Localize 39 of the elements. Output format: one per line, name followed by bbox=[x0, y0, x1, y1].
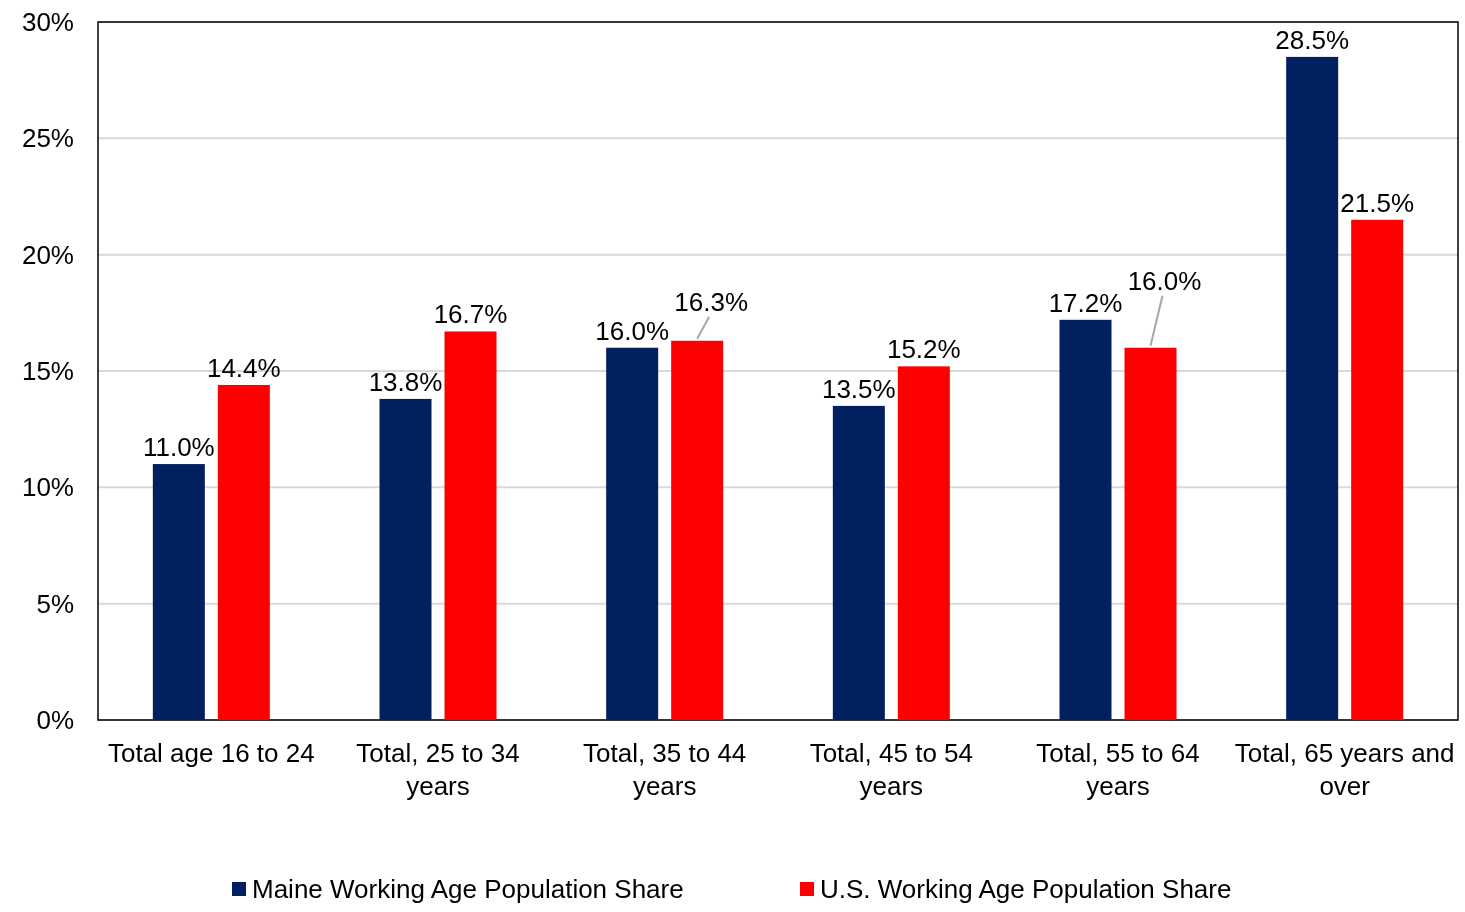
y-tick-label: 0% bbox=[36, 705, 74, 735]
data-label: 16.0% bbox=[1127, 265, 1202, 296]
y-tick-label: 5% bbox=[36, 588, 74, 619]
legend-label: Maine Working Age Population Share bbox=[252, 874, 684, 904]
data-label: 15.2% bbox=[886, 334, 961, 365]
x-tick-label: Total, 65 years and over bbox=[1234, 738, 1455, 801]
x-tick-label: Total, 35 to 44 years bbox=[582, 738, 747, 801]
x-tick-label: Total, 55 to 64 years bbox=[1036, 738, 1200, 801]
legend-label: U.S. Working Age Population Share bbox=[820, 874, 1232, 904]
bar bbox=[217, 384, 270, 720]
data-label: 21.5% bbox=[1340, 187, 1415, 218]
y-tick-label: 15% bbox=[21, 356, 74, 386]
bar bbox=[606, 347, 659, 720]
data-label: 13.8% bbox=[368, 366, 443, 397]
x-tick-label: Total, 25 to 34 years bbox=[356, 738, 520, 801]
bar bbox=[379, 398, 432, 720]
bar bbox=[1286, 56, 1339, 720]
data-label: 28.5% bbox=[1275, 24, 1350, 55]
bar bbox=[1059, 319, 1112, 720]
data-label: 14.4% bbox=[206, 352, 281, 383]
x-tick-label: Total, 45 to 54 years bbox=[809, 738, 974, 801]
data-label: 13.5% bbox=[821, 373, 896, 404]
bar bbox=[1351, 219, 1404, 720]
data-label: 16.7% bbox=[433, 299, 508, 330]
bar bbox=[671, 340, 724, 720]
bar bbox=[832, 405, 885, 720]
x-tick-label: Total age 16 to 24 bbox=[107, 738, 315, 768]
data-label: 17.2% bbox=[1048, 287, 1123, 318]
data-label: 16.3% bbox=[674, 286, 749, 317]
bar bbox=[444, 331, 497, 720]
y-tick-label: 25% bbox=[21, 123, 74, 154]
data-label: 11.0% bbox=[142, 432, 215, 463]
bar bbox=[152, 464, 205, 720]
bar bbox=[1124, 347, 1177, 720]
y-tick-label: 20% bbox=[21, 239, 74, 270]
bar bbox=[897, 366, 950, 720]
data-label: 16.0% bbox=[595, 315, 670, 346]
y-tick-label: 10% bbox=[21, 472, 74, 503]
y-tick-label: 30% bbox=[21, 7, 74, 37]
